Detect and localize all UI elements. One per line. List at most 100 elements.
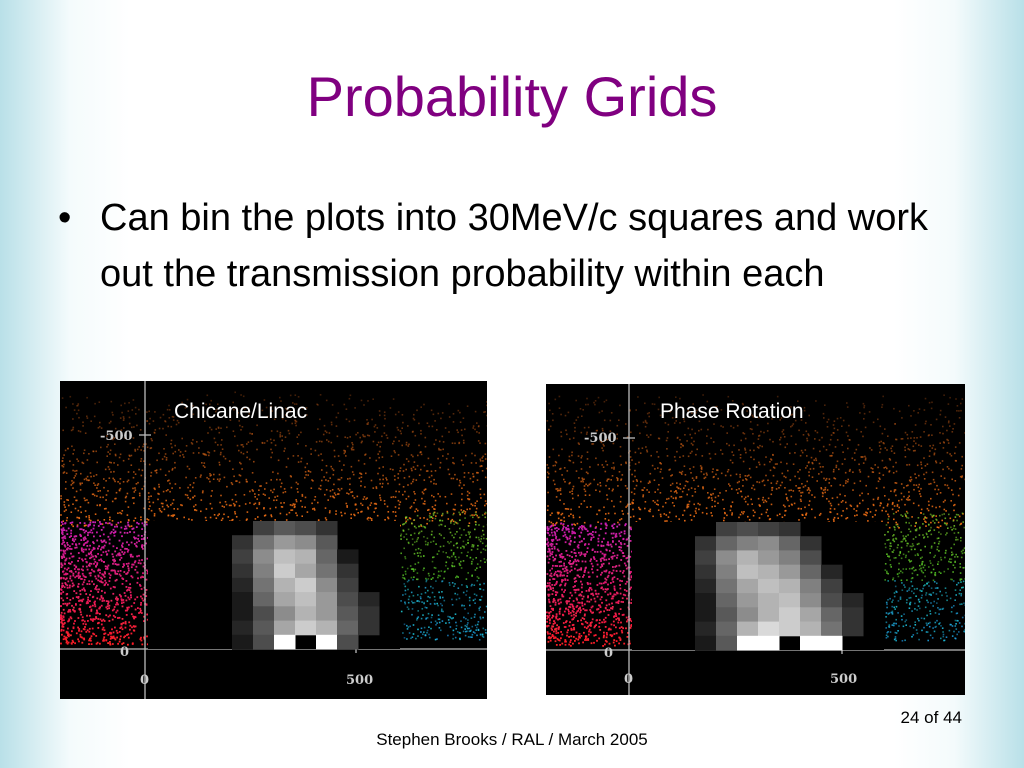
plot-label: Phase Rotation [660,400,804,423]
grid-cell [358,592,380,607]
grid-cell [695,607,717,622]
grid-cell [716,593,738,608]
grid-cell [274,620,296,636]
grid-cell [716,536,738,551]
grid-cell [758,522,780,537]
grid-cell [716,564,738,580]
grid-cell [316,592,338,607]
grid-cell [758,578,780,594]
grid-cell [821,607,843,622]
grid-cell [274,634,296,650]
grid-cell [232,620,254,636]
grid-cell [295,521,317,536]
plot-label: Chicane/Linac [174,400,308,423]
grid-cell [800,578,822,594]
grid-cell [842,593,864,608]
grid-cell [232,577,254,593]
grid-cell [274,577,296,593]
grid-cell [758,536,780,551]
slide-title: Probability Grids [306,65,718,128]
grid-cell [779,564,801,580]
bullet-text: Can bin the plots into 30MeV/c squares a… [100,197,929,295]
grid-cell [779,550,801,566]
grid-cell [253,563,275,579]
grid-cell [232,535,254,550]
grid-cell [800,621,822,637]
grid-cell [779,621,801,637]
grid-cell [232,563,254,579]
grid-cell [337,620,359,636]
bullet-list: • Can bin the plots into 30MeV/c squares… [58,190,958,302]
grid-cell [821,621,843,637]
grid-cell [779,578,801,594]
probability-grid [695,522,864,651]
grid-cell [316,535,338,550]
grid-cell [232,634,254,650]
probability-grid [232,521,380,650]
scatter-points [546,394,965,647]
grid-cell [274,606,296,621]
grid-cell [737,607,759,622]
grid-cell [253,535,275,550]
grid-cell [337,592,359,607]
grid-cell [253,592,275,607]
grid-cell [358,606,380,621]
grid-cell [758,635,780,651]
plot-canvas [546,384,965,695]
x-tick-label: 500 [830,672,858,687]
grid-cell [337,634,359,650]
grid-cell [295,620,317,636]
grid-cell [253,549,275,565]
grid-cell [800,536,822,551]
grid-cell [253,634,275,650]
grid-cell [716,578,738,594]
grid-cell [758,593,780,608]
grid-cell [695,578,717,594]
grid-cell [737,536,759,551]
grid-cell [695,593,717,608]
x-tick-label: 0 [624,672,634,687]
chicane-linac-plot: Chicane/Linac -500 0 0 500 [60,381,487,699]
grid-cell [800,593,822,608]
grid-cell [232,592,254,607]
grid-cell [358,620,380,636]
grid-cell [758,550,780,566]
grid-cell [800,635,822,651]
grid-cell [758,607,780,622]
y-tick-label: -500 [584,431,617,446]
grid-cell [779,536,801,551]
bullet-marker: • [58,197,72,239]
grid-cell [758,621,780,637]
grid-cell [316,521,338,536]
grid-cell [779,593,801,608]
grid-cell [716,607,738,622]
grid-cell [253,577,275,593]
y-tick-label: -500 [100,429,133,444]
grid-cell [316,620,338,636]
grid-cell [821,635,843,651]
grid-cell [295,606,317,621]
bullet-item: • Can bin the plots into 30MeV/c squares… [58,190,958,302]
grid-cell [716,635,738,651]
grid-cell [716,621,738,637]
grid-cell [842,607,864,622]
grid-cell [274,563,296,579]
grid-cell [821,564,843,580]
grid-cell [274,521,296,536]
grid-cell [253,521,275,536]
phase-rotation-plot: Phase Rotation -500 0 0 500 [546,384,965,695]
grid-cell [695,564,717,580]
grid-cell [716,522,738,537]
grid-cell [737,578,759,594]
grid-cell [295,577,317,593]
grid-cell [337,563,359,579]
grid-cell [232,606,254,621]
y-tick-label: 0 [604,646,614,661]
grid-cell [695,550,717,566]
grid-cell [274,592,296,607]
grid-cell [737,564,759,580]
footer-text: Stephen Brooks / RAL / March 2005 [376,730,648,749]
grid-cell [316,577,338,593]
grid-cell [274,549,296,565]
grid-cell [295,592,317,607]
